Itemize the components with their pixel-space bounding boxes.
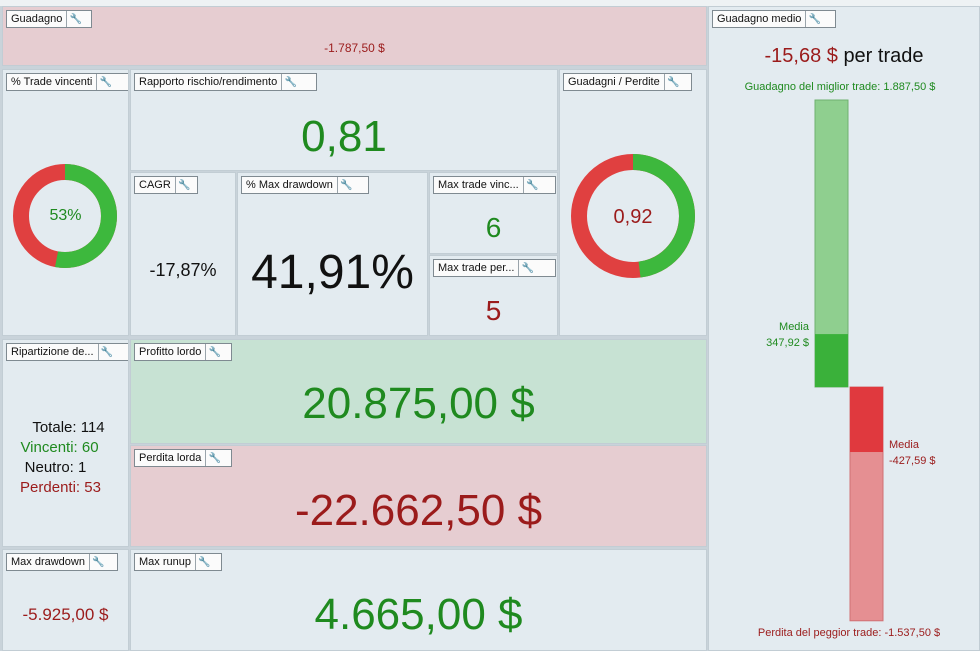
guadagno-medio-line: -15,68 $ per trade bbox=[709, 45, 979, 68]
guadagni-perdite-panel: Guadagni / Perdite 🔧 0,92 bbox=[559, 69, 707, 336]
ripartizione-header[interactable]: Ripartizione de... 🔧 bbox=[6, 343, 128, 361]
max-trade-per-panel: Max trade per... 🔧 5 bbox=[429, 255, 558, 336]
profitto-lordo-header[interactable]: Profitto lordo 🔧 bbox=[134, 343, 232, 361]
neutro-row: Neutro: 1 bbox=[3, 458, 128, 478]
ripartizione-list: Totale: 114 Vincenti: 60 Neutro: 1 Perde… bbox=[3, 418, 128, 498]
max-drawdown-header[interactable]: Max drawdown 🔧 bbox=[6, 553, 118, 571]
wrench-icon[interactable]: 🔧 bbox=[205, 450, 223, 466]
wrench-icon[interactable]: 🔧 bbox=[194, 554, 213, 570]
max-drawdown-pct-panel: % Max drawdown 🔧 41,91% bbox=[237, 172, 428, 336]
media-loss-value: -427,59 $ bbox=[889, 455, 936, 467]
wrench-icon[interactable]: 🔧 bbox=[96, 74, 114, 90]
win-rate-value: 53% bbox=[49, 207, 82, 224]
guadagno-medio-value: -15,68 $ bbox=[764, 45, 838, 67]
wrench-icon[interactable]: 🔧 bbox=[88, 554, 107, 570]
max-runup-header[interactable]: Max runup 🔧 bbox=[134, 553, 222, 571]
cagr-header[interactable]: CAGR 🔧 bbox=[134, 176, 198, 194]
perdenti-row: Perdenti: 53 bbox=[3, 478, 128, 498]
media-loss-label: Media -427,59 $ bbox=[889, 437, 935, 469]
max-drawdown-title: Max drawdown bbox=[11, 556, 85, 568]
neutro-value: 1 bbox=[78, 459, 87, 476]
cagr-value: -17,87% bbox=[149, 260, 217, 280]
totale-label: Totale: bbox=[32, 419, 77, 436]
profitto-lordo-value: 20.875,00 $ bbox=[302, 379, 535, 428]
avg-loss-bar bbox=[850, 387, 883, 453]
ripartizione-panel: Ripartizione de... 🔧 Totale: 114 Vincent… bbox=[2, 339, 129, 547]
max-trade-per-value: 5 bbox=[485, 295, 502, 326]
totale-value: 114 bbox=[80, 419, 105, 436]
max-trade-vinc-header[interactable]: Max trade vinc... 🔧 bbox=[433, 176, 556, 194]
profit-loss-donut bbox=[571, 154, 695, 278]
wrench-icon[interactable]: 🔧 bbox=[805, 11, 823, 27]
guadagno-medio-header[interactable]: Guadagno medio 🔧 bbox=[712, 10, 836, 28]
wrench-icon[interactable]: 🔧 bbox=[66, 11, 84, 27]
guadagno-header[interactable]: Guadagno 🔧 bbox=[6, 10, 92, 28]
max-drawdown-panel: Max drawdown 🔧 -5.925,00 $ bbox=[2, 549, 129, 651]
rischio-rendimento-header[interactable]: Rapporto rischio/rendimento 🔧 bbox=[134, 73, 317, 91]
max-runup-title: Max runup bbox=[139, 556, 191, 568]
wrench-icon[interactable]: 🔧 bbox=[205, 344, 223, 360]
rischio-rendimento-title: Rapporto rischio/rendimento bbox=[139, 76, 278, 88]
worst-trade-label: Perdita del peggior trade: -1.537,50 $ bbox=[757, 627, 941, 639]
max-trade-per-title: Max trade per... bbox=[438, 262, 515, 274]
max-drawdown-pct-header[interactable]: % Max drawdown 🔧 bbox=[241, 176, 369, 194]
profitto-lordo-panel: Profitto lordo 🔧 20.875,00 $ bbox=[130, 339, 707, 444]
trade-distribution-chart bbox=[814, 99, 884, 622]
profitto-lordo-title: Profitto lordo bbox=[139, 346, 202, 358]
perdita-lorda-title: Perdita lorda bbox=[139, 452, 202, 464]
totale-row: Totale: 114 bbox=[3, 418, 128, 438]
wrench-icon[interactable]: 🔧 bbox=[518, 260, 536, 276]
top-strip bbox=[0, 0, 980, 6]
neutro-label: Neutro: bbox=[24, 459, 74, 476]
wrench-icon[interactable]: 🔧 bbox=[336, 177, 355, 193]
max-runup-value: 4.665,00 $ bbox=[314, 590, 523, 639]
guadagni-perdite-value: 0,92 bbox=[613, 206, 653, 228]
best-trade-label: Guadagno del miglior trade: 1.887,50 $ bbox=[744, 81, 936, 93]
max-drawdown-pct-title: % Max drawdown bbox=[246, 179, 333, 191]
win-rate-donut bbox=[13, 164, 117, 268]
max-runup-panel: Max runup 🔧 4.665,00 $ bbox=[130, 549, 707, 651]
ripartizione-title: Ripartizione de... bbox=[11, 346, 94, 358]
wrench-icon[interactable]: 🔧 bbox=[281, 74, 299, 90]
wrench-icon[interactable]: 🔧 bbox=[97, 344, 116, 360]
perdenti-value: 53 bbox=[84, 479, 101, 496]
max-trade-vinc-title: Max trade vinc... bbox=[438, 179, 519, 191]
cagr-panel: CAGR 🔧 -17,87% bbox=[130, 172, 236, 336]
media-win-value: 347,92 $ bbox=[766, 337, 809, 349]
wrench-icon[interactable]: 🔧 bbox=[174, 177, 193, 193]
perdenti-label: Perdenti: bbox=[20, 479, 81, 496]
guadagno-value: -1.787,50 $ bbox=[324, 41, 385, 55]
avg-win-bar bbox=[815, 334, 848, 387]
guadagno-medio-panel: Guadagno medio 🔧 -15,68 $ per trade Guad… bbox=[708, 6, 980, 651]
max-trade-per-header[interactable]: Max trade per... 🔧 bbox=[433, 259, 556, 277]
guadagni-perdite-header[interactable]: Guadagni / Perdite 🔧 bbox=[563, 73, 692, 91]
media-loss-title: Media bbox=[889, 439, 919, 451]
perdita-lorda-panel: Perdita lorda 🔧 -22.662,50 $ bbox=[130, 445, 707, 547]
wrench-icon[interactable]: 🔧 bbox=[522, 177, 541, 193]
guadagno-title: Guadagno bbox=[11, 13, 63, 25]
media-win-label: Media 347,92 $ bbox=[761, 319, 809, 351]
vincenti-label: Vincenti: bbox=[20, 439, 78, 456]
guadagno-panel: Guadagno 🔧 -1.787,50 $ bbox=[2, 6, 707, 66]
rischio-rendimento-value: 0,81 bbox=[301, 112, 387, 161]
perdita-lorda-value: -22.662,50 $ bbox=[294, 486, 543, 535]
max-trade-vinc-value: 6 bbox=[485, 212, 502, 243]
media-win-title: Media bbox=[779, 321, 809, 333]
rischio-rendimento-panel: Rapporto rischio/rendimento 🔧 0,81 bbox=[130, 69, 558, 171]
trade-vincenti-header[interactable]: % Trade vincenti 🔧 bbox=[6, 73, 128, 91]
wrench-icon[interactable]: 🔧 bbox=[663, 74, 682, 90]
max-drawdown-pct-value: 41,91% bbox=[251, 246, 414, 299]
max-trade-vinc-panel: Max trade vinc... 🔧 6 bbox=[429, 172, 558, 254]
max-drawdown-value: -5.925,00 $ bbox=[22, 605, 109, 624]
cagr-title: CAGR bbox=[139, 179, 171, 191]
guadagno-medio-suffix: per trade bbox=[843, 45, 924, 67]
perdita-lorda-header[interactable]: Perdita lorda 🔧 bbox=[134, 449, 232, 467]
trade-vincenti-panel: % Trade vincenti 🔧 53% bbox=[2, 69, 129, 336]
vincenti-row: Vincenti: 60 bbox=[3, 438, 128, 458]
vincenti-value: 60 bbox=[81, 439, 99, 456]
